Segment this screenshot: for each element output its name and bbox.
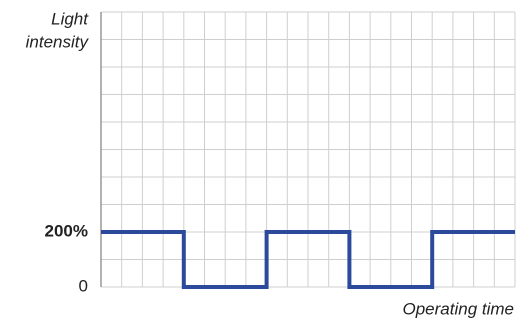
y-axis-label: Light <box>51 9 89 28</box>
y-tick-label: 200% <box>45 221 88 240</box>
x-axis-label: Operating time <box>403 299 515 318</box>
y-axis-label: intensity <box>26 32 90 51</box>
y-tick-label: 0 <box>79 276 88 295</box>
line <box>101 230 515 289</box>
